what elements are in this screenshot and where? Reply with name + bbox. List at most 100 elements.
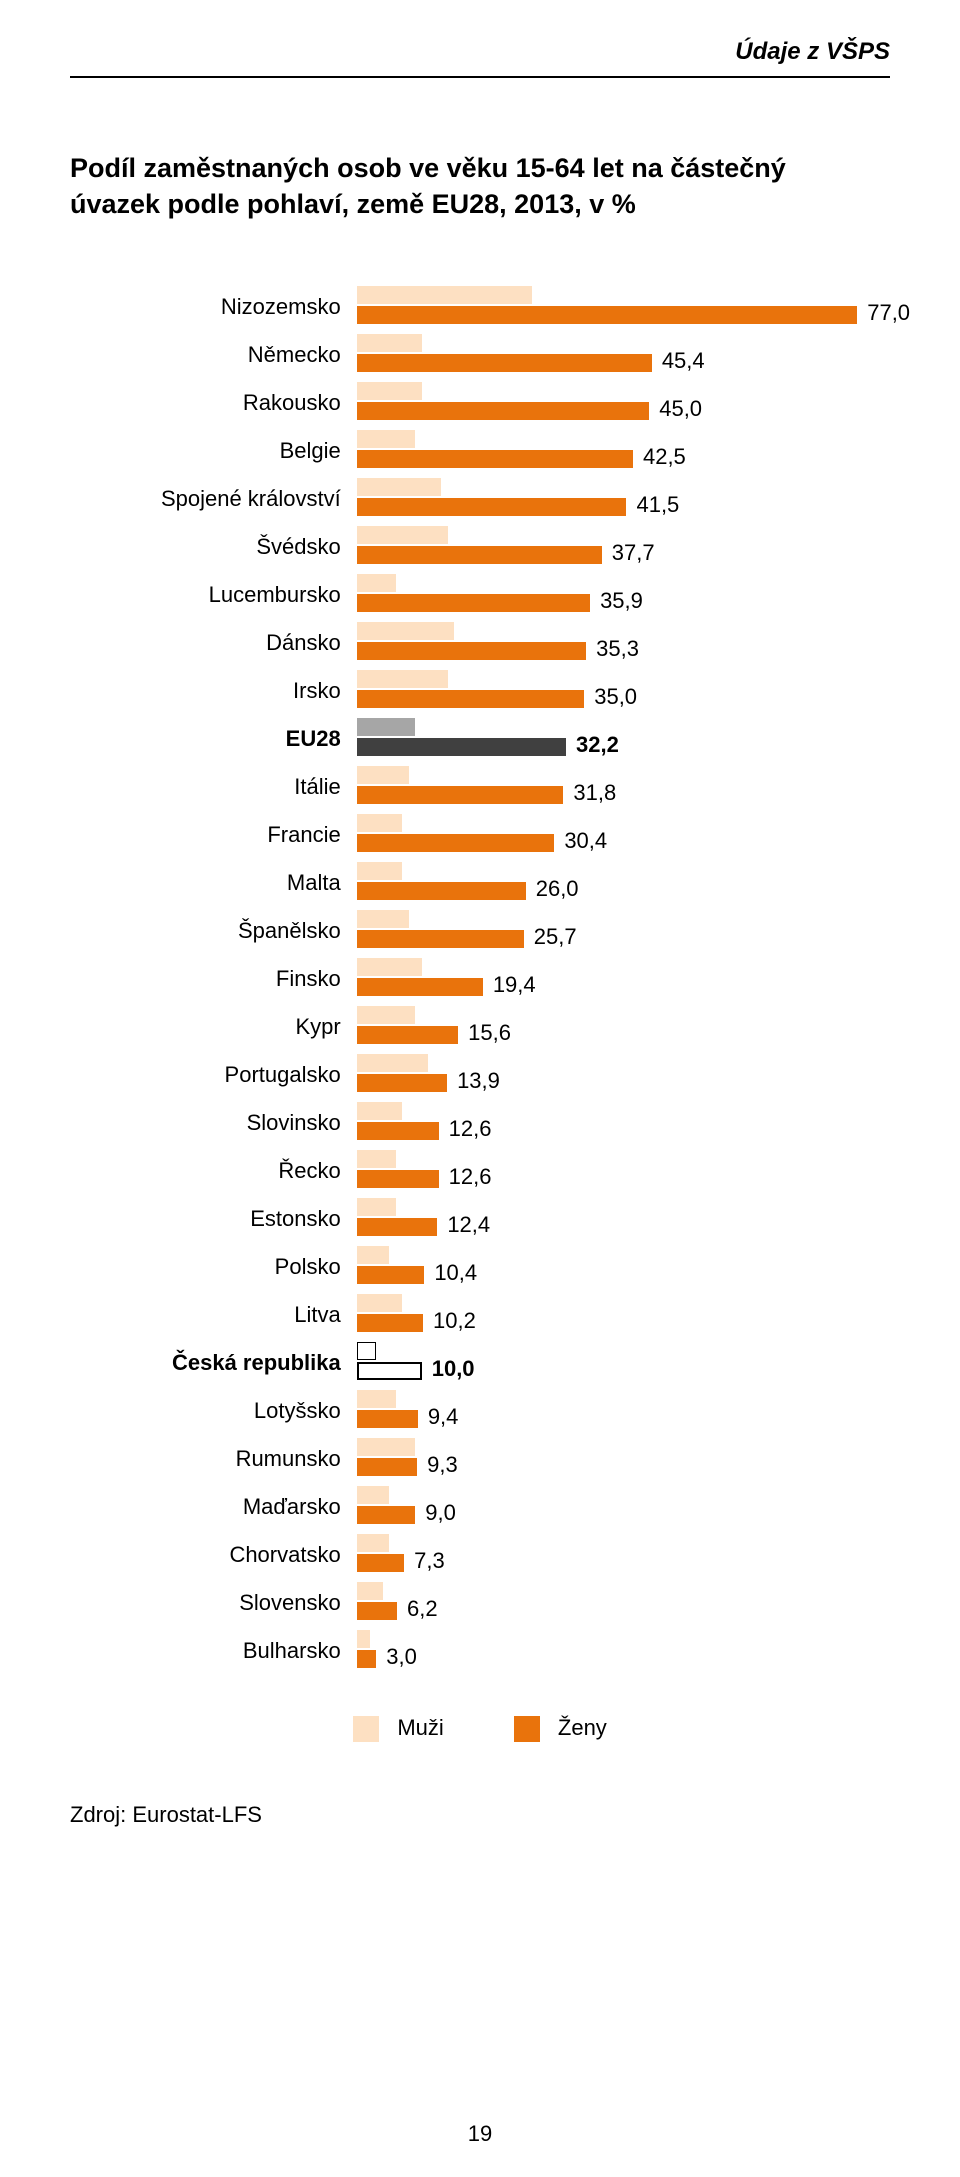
bar-women [357, 978, 483, 996]
bar-women [357, 1218, 438, 1236]
bar-value-label: 10,2 [433, 1308, 476, 1334]
chart-row: Finsko19,4 [90, 955, 870, 1003]
chart-row: Rumunsko9,3 [90, 1435, 870, 1483]
bar-women [357, 1026, 458, 1044]
country-label: Francie [90, 822, 357, 848]
chart-row: Španělsko 25,7 [90, 907, 870, 955]
page-root: Údaje z VŠPS Podíl zaměstnaných osob ve … [0, 0, 960, 2177]
bar-value-label: 10,4 [434, 1260, 477, 1286]
country-label: Slovinsko [90, 1110, 357, 1136]
bar-track: 45,4 [357, 331, 870, 379]
chart-row: Francie30,4 [90, 811, 870, 859]
title-line-1: Podíl zaměstnaných osob ve věku 15-64 le… [70, 153, 786, 183]
bar-track: 41,5 [357, 475, 870, 523]
chart-row: Maďarsko9,0 [90, 1483, 870, 1531]
bar-men [357, 1534, 390, 1552]
chart-row: Polsko 10,4 [90, 1243, 870, 1291]
chart-row: Slovensko6,2 [90, 1579, 870, 1627]
bar-women [357, 594, 590, 612]
chart-row: Litva 10,2 [90, 1291, 870, 1339]
bar-value-label: 25,7 [534, 924, 577, 950]
country-label: Litva [90, 1302, 357, 1328]
bar-women [357, 690, 585, 708]
country-label: Belgie [90, 438, 357, 464]
country-label: Spojené království [90, 486, 357, 512]
bar-track: 9,3 [357, 1435, 870, 1483]
bar-men [357, 478, 442, 496]
bar-women [357, 882, 526, 900]
chart-row: Lotyšsko9,4 [90, 1387, 870, 1435]
bar-women [357, 402, 650, 420]
bar-track: 10,2 [357, 1291, 870, 1339]
bar-value-label: 15,6 [468, 1020, 511, 1046]
chart-row: Irsko35,0 [90, 667, 870, 715]
bar-men [357, 1630, 370, 1648]
country-label: Řecko [90, 1158, 357, 1184]
header-rule [70, 76, 890, 78]
bar-women [357, 354, 652, 372]
bar-men [357, 1102, 403, 1120]
bar-track: 35,0 [357, 667, 870, 715]
bar-track: 32,2 [357, 715, 870, 763]
bar-track: 19,4 [357, 955, 870, 1003]
bar-men [357, 1390, 396, 1408]
bar-men [357, 334, 422, 352]
bar-women [357, 1506, 416, 1524]
bar-track: 7,3 [357, 1531, 870, 1579]
bar-women [357, 450, 633, 468]
bar-women [357, 1170, 439, 1188]
bar-men [357, 1342, 377, 1360]
bar-men [357, 1198, 396, 1216]
country-label: Polsko [90, 1254, 357, 1280]
bar-value-label: 7,3 [414, 1548, 445, 1574]
country-label: Nizozemsko [90, 294, 357, 320]
country-label: Itálie [90, 774, 357, 800]
bar-women [357, 1362, 422, 1380]
bar-value-label: 12,6 [449, 1116, 492, 1142]
chart-row: Kypr15,6 [90, 1003, 870, 1051]
country-label: Španělsko [90, 918, 357, 944]
bar-women [357, 1602, 397, 1620]
chart-row: Česká republika10,0 [90, 1339, 870, 1387]
country-label: Malta [90, 870, 357, 896]
bar-chart: Nizozemsko77,0Německo45,4Rakousko45,0Bel… [90, 283, 870, 1675]
bar-track: 10,4 [357, 1243, 870, 1291]
bar-value-label: 10,0 [432, 1356, 475, 1382]
bar-track: 37,7 [357, 523, 870, 571]
bar-value-label: 9,3 [427, 1452, 458, 1478]
bar-women [357, 786, 564, 804]
bar-track: 42,5 [357, 427, 870, 475]
legend-label-women: Ženy [558, 1715, 607, 1740]
bar-track: 31,8 [357, 763, 870, 811]
bar-value-label: 35,3 [596, 636, 639, 662]
legend-swatch-women [514, 1716, 540, 1742]
bar-women [357, 1314, 423, 1332]
bar-track: 9,0 [357, 1483, 870, 1531]
country-label: Švédsko [90, 534, 357, 560]
bar-track: 12,6 [357, 1147, 870, 1195]
bar-women [357, 1650, 377, 1668]
bar-track: 15,6 [357, 1003, 870, 1051]
bar-men [357, 1006, 416, 1024]
chart-row: Rakousko45,0 [90, 379, 870, 427]
title-line-2: úvazek podle pohlaví, země EU28, 2013, v… [70, 189, 636, 219]
chart-row: Malta26,0 [90, 859, 870, 907]
bar-track: 35,3 [357, 619, 870, 667]
bar-value-label: 9,0 [425, 1500, 456, 1526]
bar-track: 10,0 [357, 1339, 870, 1387]
bar-value-label: 42,5 [643, 444, 686, 470]
bar-women [357, 1074, 447, 1092]
country-label: Německo [90, 342, 357, 368]
bar-value-label: 12,6 [449, 1164, 492, 1190]
bar-track: 3,0 [357, 1627, 870, 1675]
country-label: EU28 [90, 726, 357, 752]
header-label: Údaje z VŠPS [735, 38, 890, 66]
country-label: Estonsko [90, 1206, 357, 1232]
chart-row: Itálie31,8 [90, 763, 870, 811]
bar-value-label: 35,9 [600, 588, 643, 614]
chart-row: Německo45,4 [90, 331, 870, 379]
data-source: Zdroj: Eurostat-LFS [70, 1802, 890, 1828]
country-label: Portugalsko [90, 1062, 357, 1088]
chart-row: Švédsko37,7 [90, 523, 870, 571]
page-number: 19 [0, 2121, 960, 2147]
